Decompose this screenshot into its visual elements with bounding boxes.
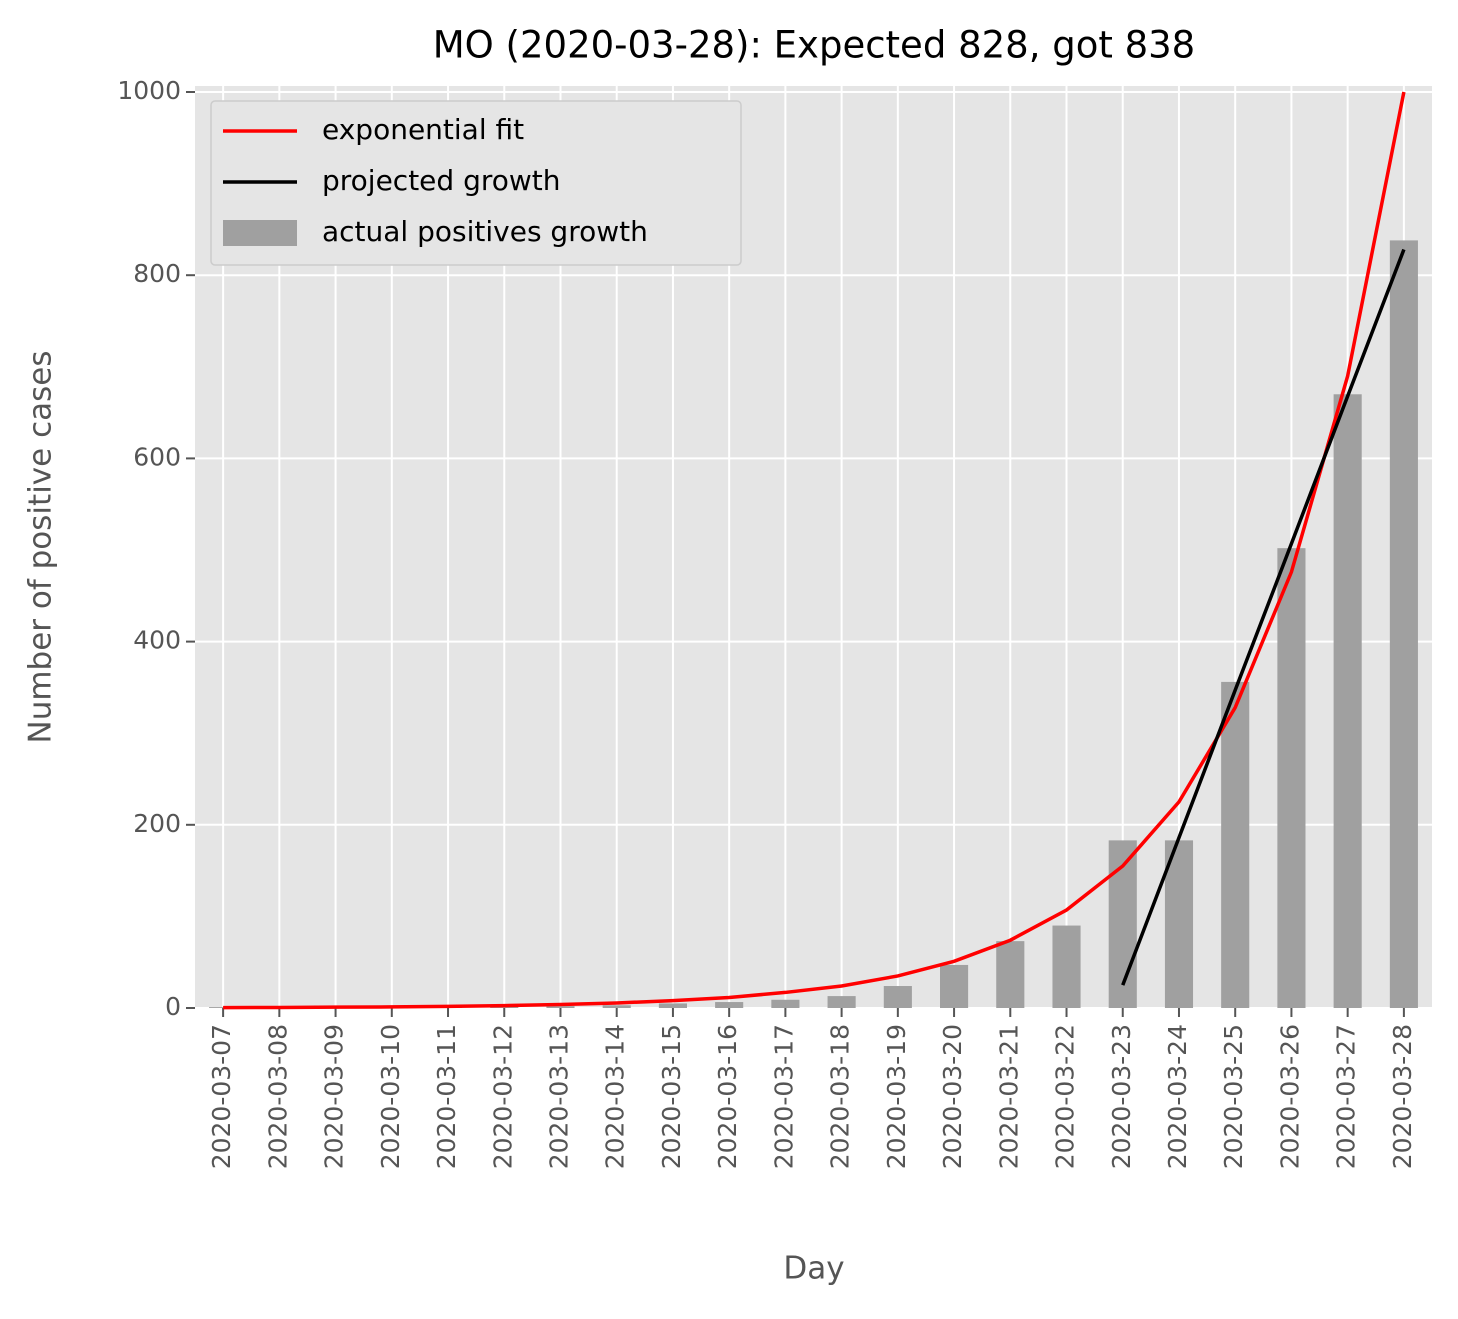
x-tick-label: 2020-03-15: [657, 1024, 686, 1169]
x-tick-label: 2020-03-28: [1388, 1024, 1417, 1169]
legend: exponential fit projected growth actual po…: [210, 100, 742, 266]
legend-box: [210, 100, 742, 266]
bar: [1333, 394, 1362, 1008]
x-tick-label: 2020-03-17: [769, 1024, 798, 1169]
x-tick-label: 2020-03-11: [432, 1024, 461, 1169]
bar: [658, 1003, 687, 1008]
bar: [996, 941, 1025, 1008]
x-tick-label: 2020-03-20: [938, 1024, 967, 1169]
x-tick-label: 2020-03-23: [1107, 1024, 1136, 1169]
y-tick-label: 0: [165, 992, 181, 1021]
y-tick-label: 800: [133, 259, 181, 288]
x-tick-label: 2020-03-14: [601, 1024, 630, 1169]
x-tick-label: 2020-03-16: [713, 1024, 742, 1169]
bar: [771, 999, 800, 1008]
chart-title: MO (2020-03-28): Expected 828, got 838: [433, 24, 1195, 67]
x-tick-label: 2020-03-26: [1275, 1024, 1304, 1169]
legend-label: actual positives growth: [322, 215, 648, 248]
legend-swatch: [223, 220, 297, 246]
bar: [883, 986, 912, 1008]
line: [223, 91, 1406, 1010]
x-tick-label: 2020-03-13: [544, 1024, 573, 1169]
y-tick-label: 1000: [117, 76, 181, 105]
y-tick-label: 200: [133, 809, 181, 838]
x-tick-label: 2020-03-10: [376, 1024, 405, 1169]
x-axis-label: Day: [783, 1251, 844, 1287]
legend-label: exponential fit: [322, 113, 524, 146]
bar: [1221, 681, 1250, 1008]
x-tick-label: 2020-03-25: [1219, 1024, 1248, 1169]
y-tick-label: 600: [133, 442, 181, 471]
bar: [1277, 548, 1306, 1008]
legend-label: projected growth: [322, 164, 561, 197]
line: [1121, 248, 1406, 986]
x-tick-label: 2020-03-09: [320, 1024, 349, 1169]
x-tick-label: 2020-03-12: [488, 1024, 517, 1169]
x-tick-label: 2020-03-08: [263, 1024, 292, 1169]
y-axis-label: Number of positive cases: [23, 351, 59, 744]
bar: [940, 964, 969, 1008]
bar: [1389, 240, 1418, 1009]
bar: [546, 1006, 575, 1008]
x-tick-label: 2020-03-22: [1051, 1024, 1080, 1169]
bar: [827, 996, 856, 1008]
x-tick-label: 2020-03-18: [826, 1024, 855, 1169]
y-tick-label: 400: [133, 626, 181, 655]
x-tick-label: 2020-03-21: [994, 1024, 1023, 1169]
bar: [1164, 840, 1194, 1008]
bar: [602, 1005, 631, 1008]
bar: [1052, 925, 1081, 1008]
x-tick-label: 2020-03-27: [1332, 1024, 1361, 1169]
x-tick-label: 2020-03-24: [1163, 1024, 1192, 1169]
x-tick-label: 2020-03-19: [882, 1024, 911, 1169]
bar: [715, 1002, 744, 1008]
bar: [1108, 840, 1137, 1008]
x-tick-label: 2020-03-07: [207, 1024, 236, 1169]
